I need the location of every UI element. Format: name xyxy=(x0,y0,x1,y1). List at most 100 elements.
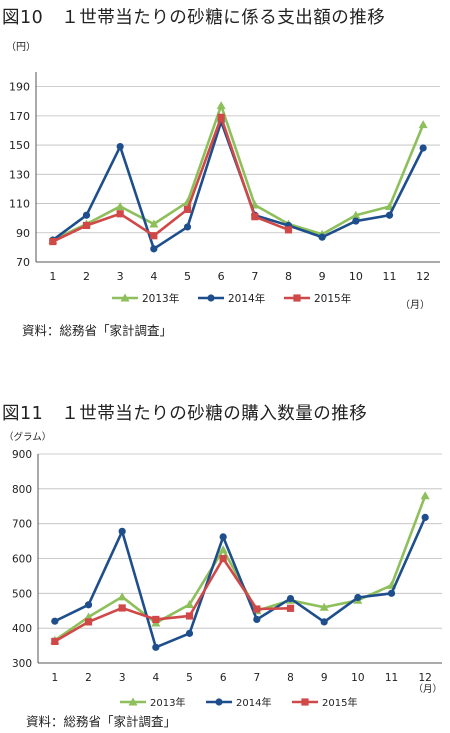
chart11-xtick-label: 1 xyxy=(51,672,58,684)
chart10-xtick-label: 6 xyxy=(218,270,225,283)
chart10-xtick-label: 9 xyxy=(319,270,326,283)
chart10-point-2013 xyxy=(351,210,361,219)
chart11-point-2013 xyxy=(117,592,127,601)
chart11-point-2015 xyxy=(253,605,261,613)
chart10-ytick-label: 70 xyxy=(16,256,30,269)
chart11-point-2014 xyxy=(253,615,261,624)
chart11-xtick-label: 11 xyxy=(385,672,398,684)
chart11-xtick-label: 3 xyxy=(119,672,126,684)
chart11-point-2015 xyxy=(118,604,126,612)
chart11-point-2015 xyxy=(286,604,295,612)
chart10-legend-marker-2013 xyxy=(120,293,130,302)
chart10-source: 資料：総務省「家計調査」 xyxy=(22,323,173,338)
chart11-point-2014 xyxy=(185,629,194,637)
chart11-xtick-label: 2 xyxy=(85,672,92,684)
chart11-point-2013 xyxy=(420,491,430,500)
chart10-xtick-label: 3 xyxy=(117,270,124,283)
chart11-point-2015 xyxy=(219,554,227,563)
chart11-line-2015 xyxy=(54,557,291,643)
chart11-legend-marker-2014 xyxy=(215,698,223,706)
chart10-legend-marker-2014 xyxy=(207,294,215,302)
chart11-point-2015 xyxy=(51,637,59,646)
chart11-legend-label-2015: 2015年 xyxy=(322,696,357,708)
chart11-xtick-label: 10 xyxy=(351,672,364,684)
chart10-point-2015 xyxy=(183,205,192,213)
chart10-legend-label-2015: 2015年 xyxy=(314,292,351,305)
chart11-point-2015 xyxy=(185,612,194,620)
chart11-point-2014 xyxy=(84,601,93,609)
chart10-xtick-label: 4 xyxy=(150,270,157,283)
chart11-point-2014 xyxy=(152,643,160,651)
chart11-point-2015 xyxy=(84,618,93,626)
chart10-point-2015 xyxy=(217,113,225,121)
chart10-ylabel: （円） xyxy=(6,41,36,53)
chart11-point-2014 xyxy=(219,533,227,541)
chart10-point-2014 xyxy=(385,211,394,219)
chart11-ylabel: （グラム） xyxy=(4,431,51,443)
chart11-xtick-label: 5 xyxy=(186,672,193,684)
chart11-ytick-label: 500 xyxy=(12,588,32,600)
chart10-point-2015 xyxy=(49,237,57,246)
chart11-xtick-label: 9 xyxy=(321,672,328,684)
chart11-point-2013 xyxy=(218,545,228,554)
chart10-xtick-label: 1 xyxy=(49,270,56,283)
chart11-ytick-label: 600 xyxy=(12,554,32,566)
chart11-xtick-label: 7 xyxy=(253,672,260,684)
chart11-point-2014 xyxy=(387,589,396,597)
chart11-xtick-label: 4 xyxy=(152,672,159,684)
chart11-point-2014 xyxy=(354,593,362,602)
chart10-ytick-label: 190 xyxy=(9,81,30,94)
chart10-point-2014 xyxy=(116,142,124,151)
chart10-line-2013 xyxy=(52,104,425,242)
chart11-point-2014 xyxy=(51,617,59,625)
chart11-line-2014 xyxy=(54,516,427,649)
chart10-point-2014 xyxy=(318,233,326,241)
chart11-point-2014 xyxy=(118,527,126,535)
chart11-xlabel: （月） xyxy=(413,683,442,695)
chart11-xtick-label: 12 xyxy=(418,672,431,684)
chart11-point-2014 xyxy=(421,513,429,521)
chart10-point-2015 xyxy=(116,210,124,218)
chart10-line-2014 xyxy=(52,120,425,251)
chart10-xtick-label: 7 xyxy=(251,270,258,283)
chart10-ytick-label: 110 xyxy=(9,198,30,211)
chart11-line-2013 xyxy=(54,495,427,642)
chart10-point-2015 xyxy=(251,213,259,221)
chart11-xtick-label: 8 xyxy=(287,672,294,684)
chart11-point-2013 xyxy=(319,602,329,611)
chart11-ytick-label: 800 xyxy=(12,484,32,496)
chart10-xtick-label: 12 xyxy=(416,270,430,283)
chart11-legend-marker-2015 xyxy=(301,698,309,706)
chart10-xtick-label: 5 xyxy=(184,270,191,283)
chart10-point-2014 xyxy=(419,144,427,152)
chart10-point-2014 xyxy=(150,245,158,253)
chart10-title: 図10 １世帯当たりの砂糖に係る支出額の推移 xyxy=(2,8,386,28)
chart10-xlabel: （月） xyxy=(400,299,430,311)
chart11-ytick-label: 400 xyxy=(12,623,32,635)
chart11-source: 資料：総務省「家計調査」 xyxy=(26,714,177,729)
chart10-point-2013 xyxy=(216,101,226,110)
chart11-point-2014 xyxy=(320,618,328,626)
chart10-ytick-label: 170 xyxy=(9,110,30,123)
chart10-xtick-label: 2 xyxy=(83,270,90,283)
chart10-xtick-label: 10 xyxy=(349,270,363,283)
chart10-point-2013 xyxy=(418,120,428,129)
chart11-legend-label-2014: 2014年 xyxy=(236,696,271,708)
chart10-legend-label-2014: 2014年 xyxy=(228,292,265,305)
chart10-point-2013 xyxy=(149,219,159,228)
chart11-legend-marker-2013 xyxy=(128,697,138,706)
chart10-point-2014 xyxy=(82,211,91,219)
chart10-point-2015 xyxy=(82,221,91,230)
chart11-ytick-label: 900 xyxy=(12,449,32,461)
chart11-point-2015 xyxy=(152,615,160,624)
chart10-legend-marker-2015 xyxy=(293,294,301,302)
chart10-ytick-label: 90 xyxy=(16,227,30,240)
chart10-point-2013 xyxy=(115,201,125,210)
chart11-point-2014 xyxy=(286,594,295,603)
chart11-ytick-label: 300 xyxy=(12,658,32,670)
chart10-point-2014 xyxy=(352,217,360,225)
chart10-ytick-label: 150 xyxy=(9,139,30,152)
chart10-legend-label-2013: 2013年 xyxy=(142,292,179,305)
